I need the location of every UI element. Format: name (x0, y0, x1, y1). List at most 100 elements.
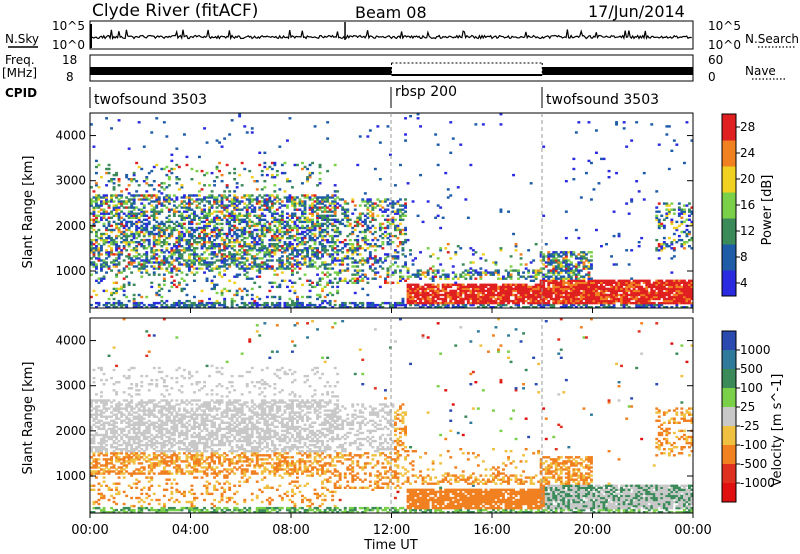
echo-cell (547, 295, 551, 299)
echo-cell (542, 285, 546, 289)
echo-cell (497, 297, 500, 301)
echo-cell (275, 230, 279, 234)
echo-cell (670, 241, 674, 244)
echo-cell (373, 306, 377, 309)
echo-cell (336, 251, 340, 254)
echo-cell (306, 306, 309, 309)
echo-cell (625, 301, 629, 305)
echo-cell (90, 257, 93, 260)
echo-cell (522, 301, 525, 305)
echo-cell (542, 306, 546, 309)
echo-cell (602, 295, 606, 299)
echo-cell (650, 287, 654, 291)
echo-cell (637, 245, 641, 248)
echo-cell (92, 190, 96, 193)
echo-cell (198, 263, 201, 266)
echo-cell (336, 291, 340, 295)
echo-cell (172, 303, 176, 307)
echo-cell (155, 293, 159, 297)
echo-cell (102, 238, 106, 242)
echo-cell (175, 182, 179, 185)
echo-cell (577, 253, 581, 256)
echo-cell (396, 210, 400, 213)
echo-cell (190, 253, 194, 256)
echo-cell (567, 295, 571, 299)
echo-cell (426, 299, 430, 303)
echo-cell (474, 289, 478, 293)
echo-cell (280, 247, 284, 250)
echo-cell (210, 257, 214, 260)
echo-cell (326, 293, 330, 297)
echo-cell (597, 306, 601, 309)
echo-cell (233, 259, 237, 262)
echo-cell (308, 234, 312, 238)
echo-cell (554, 291, 558, 295)
echo-cell (487, 271, 490, 274)
noise-left-tick-low: 10^0 (52, 38, 85, 52)
echo-cell (296, 261, 299, 264)
echo-cell (582, 257, 586, 260)
echo-cell (210, 206, 214, 209)
echo-cell (316, 267, 319, 270)
echo-cell (233, 196, 237, 199)
echo-cell (363, 238, 367, 242)
echo-cell (105, 167, 108, 171)
echo-cell (145, 210, 149, 213)
echo-cell (675, 303, 679, 307)
echo-cell (333, 299, 337, 303)
echo-cell (200, 245, 204, 248)
echo-cell (585, 299, 588, 303)
echo-cell (155, 267, 159, 270)
echo-cell (235, 216, 239, 219)
echo-cell (590, 161, 593, 165)
echo-cell (439, 275, 443, 278)
echo-cell (318, 257, 322, 260)
echo-cell (333, 194, 337, 197)
echo-cell (602, 291, 606, 295)
echo-cell (326, 216, 330, 219)
echo-cell (240, 200, 244, 203)
echo-cell (595, 301, 598, 305)
echo-cell (391, 303, 395, 307)
echo-cell (110, 228, 113, 232)
echo-cell (444, 275, 448, 278)
echo-cell (132, 232, 136, 236)
echo-cell (318, 303, 322, 307)
echo-cell (132, 255, 136, 258)
echo-cell (213, 253, 216, 256)
echo-cell (283, 279, 287, 282)
echo-cell (125, 176, 129, 179)
echo-cell (677, 283, 681, 286)
echo-cell (157, 273, 161, 276)
echo-cell (298, 277, 302, 280)
echo-cell (569, 287, 573, 291)
echo-cell (130, 220, 134, 224)
echo-cell (162, 234, 166, 238)
echo-cell (612, 297, 616, 301)
echo-cell (286, 204, 289, 207)
echo-cell (484, 293, 488, 297)
echo-cell (105, 263, 108, 266)
echo-cell (188, 303, 191, 307)
echo-cell (97, 236, 101, 240)
echo-cell (507, 271, 510, 274)
echo-cell (120, 303, 124, 307)
echo-cell (481, 293, 485, 297)
echo-cell (479, 285, 483, 289)
echo-cell (474, 287, 478, 291)
echo-cell (449, 295, 453, 299)
echo-cell (152, 249, 156, 252)
echo-cell (105, 289, 108, 293)
echo-cell (338, 220, 342, 224)
echo-cell (210, 269, 214, 272)
echo-cell (321, 271, 324, 274)
echo-cell (175, 206, 179, 209)
echo-cell (115, 222, 118, 226)
echo-cell (283, 190, 287, 193)
echo-cell (145, 306, 149, 309)
echo-cell (434, 291, 438, 295)
echo-cell (260, 226, 264, 230)
echo-cell (318, 293, 322, 297)
echo-cell (585, 297, 588, 301)
echo-cell (157, 249, 161, 252)
